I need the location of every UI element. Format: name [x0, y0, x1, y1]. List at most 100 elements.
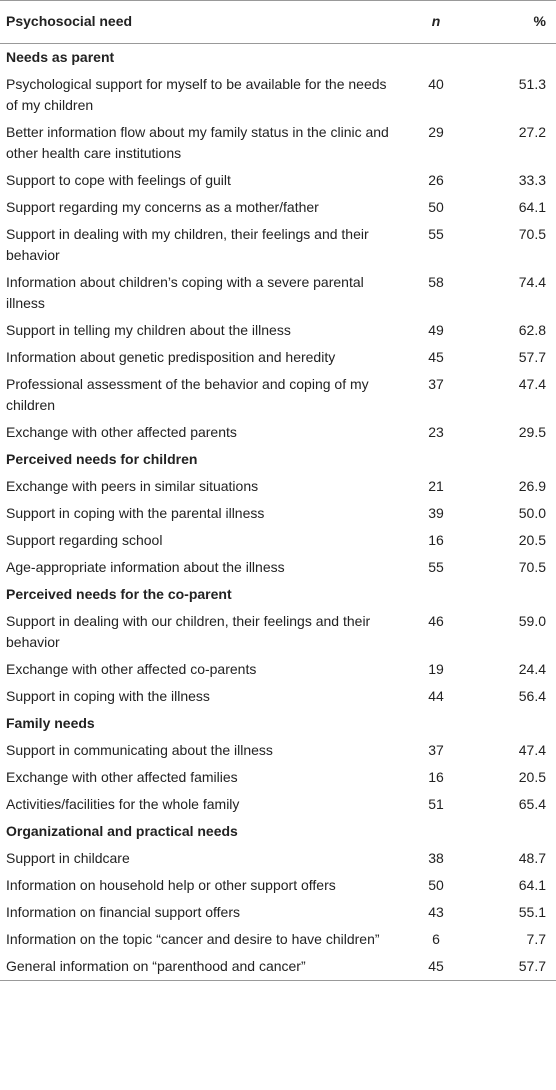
n-cell: 37: [428, 376, 444, 392]
need-cell: Information on household help or other s…: [6, 877, 336, 893]
percent-cell: 57.7: [518, 349, 546, 365]
percent-cell: 70.5: [518, 559, 546, 575]
percent-cell: 65.4: [518, 796, 546, 812]
n-cell: 45: [400, 953, 472, 981]
need-cell: Support in dealing with my children, the…: [6, 226, 369, 263]
n-cell: 44: [428, 688, 444, 704]
data-row: Age-appropriate information about the il…: [0, 554, 556, 581]
data-row: Support in dealing with our children, th…: [0, 608, 556, 656]
percent-cell: 57.7: [472, 953, 556, 981]
n-cell: 37: [428, 742, 444, 758]
section-title: Perceived needs for children: [6, 451, 198, 467]
header-cell: n: [400, 0, 472, 44]
section-row: Organizational and practical needs: [0, 818, 556, 845]
data-row: Professional assessment of the behavior …: [0, 371, 556, 419]
n-cell: 51: [428, 796, 444, 812]
data-row: Information on household help or other s…: [0, 872, 556, 899]
data-row: Support in dealing with my children, the…: [0, 221, 556, 269]
data-row: Support in coping with the illness 44 56.4: [0, 683, 556, 710]
header-row: Psychosocial need n %: [0, 0, 556, 44]
data-row: Activities/facilities for the whole fami…: [0, 791, 556, 818]
data-row: Support in childcare 38 48.7: [0, 845, 556, 872]
data-row: Exchange with other affected families 16 2…: [0, 764, 556, 791]
n-cell: 29: [428, 124, 444, 140]
section-title: Organizational and practical needs: [6, 823, 238, 839]
data-row: Exchange with other affected co-parents 1…: [0, 656, 556, 683]
n-cell: 38: [428, 850, 444, 866]
header-cell: %: [472, 0, 556, 44]
data-row: Support in telling my children about the…: [0, 317, 556, 344]
need-cell: Psychological support for myself to be a…: [6, 76, 387, 113]
need-cell: Support in dealing with our children, th…: [6, 613, 371, 650]
percent-cell: 59.0: [518, 613, 546, 629]
percent-cell: 26.9: [518, 478, 546, 494]
n-cell: 43: [428, 904, 444, 920]
section-row: Needs as parent: [0, 44, 556, 72]
n-cell: 39: [428, 505, 444, 521]
percent-cell: 29.5: [518, 424, 546, 440]
n-cell: 45: [428, 349, 444, 365]
percent-cell: 47.4: [518, 376, 546, 392]
n-cell: 16: [428, 532, 444, 548]
section-row: Perceived needs for children: [0, 446, 556, 473]
need-cell: Age-appropriate information about the il…: [6, 559, 285, 575]
need-cell: Professional assessment of the behavior …: [6, 376, 369, 413]
n-cell: 55: [428, 226, 444, 242]
need-cell: Support in telling my children about the…: [6, 322, 291, 338]
needs-table: Psychosocial need n % Needs as parent Psy…: [0, 0, 556, 981]
data-row: Information on financial support offers 4…: [0, 899, 556, 926]
section-row: Family needs: [0, 710, 556, 737]
need-cell: Exchange with other affected co-parents: [6, 661, 257, 677]
percent-cell: 47.4: [518, 742, 546, 758]
need-cell: Exchange with peers in similar situation…: [6, 478, 259, 494]
data-row: Exchange with peers in similar situation…: [0, 473, 556, 500]
need-cell: Exchange with other affected parents: [6, 424, 237, 440]
data-row: Support to cope with feelings of guilt 26…: [0, 167, 556, 194]
percent-cell: 27.2: [518, 124, 546, 140]
percent-cell: 55.1: [518, 904, 546, 920]
data-row: Information about children’s coping with…: [0, 269, 556, 317]
section-title: Perceived needs for the co-parent: [6, 586, 232, 602]
data-row: General information on “parenthood and c…: [0, 953, 556, 981]
percent-cell: 50.0: [518, 505, 546, 521]
need-cell: Information about children’s coping with…: [6, 274, 364, 311]
data-row: Information on the topic “cancer and des…: [0, 926, 556, 953]
percent-cell: 64.1: [518, 877, 546, 893]
need-cell: Support in coping with the illness: [6, 688, 210, 704]
need-cell: Better information flow about my family …: [6, 124, 389, 161]
need-cell: Information about genetic predisposition…: [6, 349, 336, 365]
need-cell: Support to cope with feelings of guilt: [6, 172, 231, 188]
need-cell: Activities/facilities for the whole fami…: [6, 796, 240, 812]
table-body: Needs as parent Psychological support for…: [0, 44, 556, 981]
n-cell: 50: [428, 199, 444, 215]
need-cell: General information on “parenthood and c…: [0, 953, 400, 981]
percent-cell: 33.3: [518, 172, 546, 188]
need-cell: Support in communicating about the illne…: [6, 742, 273, 758]
need-cell: Support regarding school: [6, 532, 163, 548]
n-cell: 46: [428, 613, 444, 629]
n-cell: 40: [428, 76, 444, 92]
n-cell: 49: [428, 322, 444, 338]
percent-cell: 70.5: [518, 226, 546, 242]
percent-cell: 48.7: [518, 850, 546, 866]
table-header: Psychosocial need n %: [0, 0, 556, 44]
percent-cell: 51.3: [518, 76, 546, 92]
data-row: Support regarding my concerns as a mothe…: [0, 194, 556, 221]
n-cell: 26: [428, 172, 444, 188]
section-row: Perceived needs for the co-parent: [0, 581, 556, 608]
need-cell: Information on financial support offers: [6, 904, 240, 920]
need-cell: Support regarding my concerns as a mothe…: [6, 199, 319, 215]
need-cell: Exchange with other affected families: [6, 769, 238, 785]
percent-cell: 20.5: [518, 532, 546, 548]
data-row: Support in communicating about the illne…: [0, 737, 556, 764]
data-row: Support regarding school 16 20.5: [0, 527, 556, 554]
percent-cell: 7.7: [526, 931, 546, 947]
n-cell: 55: [428, 559, 444, 575]
percent-cell: 62.8: [518, 322, 546, 338]
n-cell: 58: [428, 274, 444, 290]
data-row: Psychological support for myself to be a…: [0, 71, 556, 119]
n-cell: 21: [428, 478, 444, 494]
percent-cell: 20.5: [518, 769, 546, 785]
percent-cell: 24.4: [518, 661, 546, 677]
